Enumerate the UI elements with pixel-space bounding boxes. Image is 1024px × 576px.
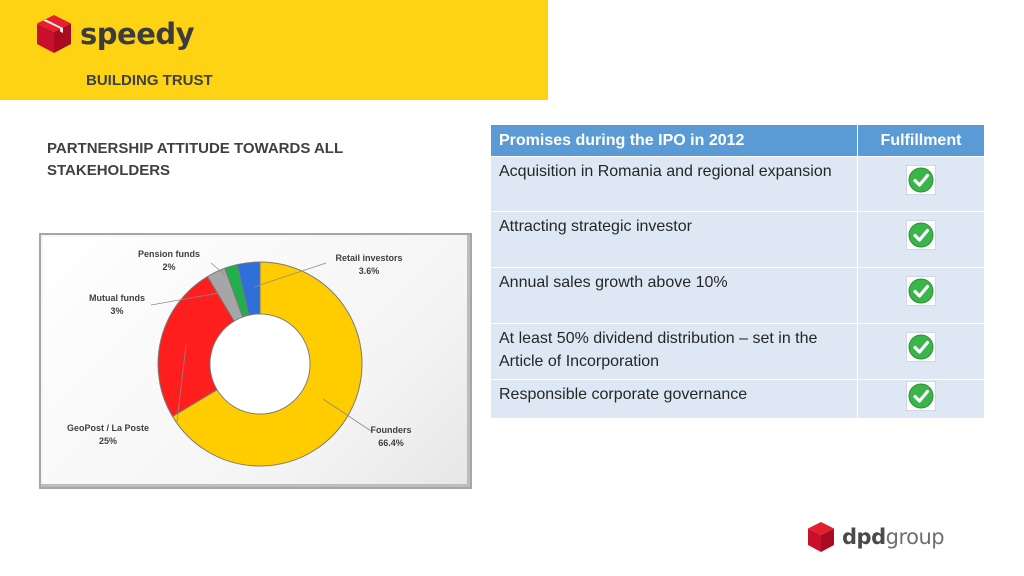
promise-cell: At least 50% dividend distribution – set… [490,323,858,380]
leader-line [210,262,226,276]
column-header-promises: Promises during the IPO in 2012 [490,124,858,157]
table-header-row: Promises during the IPO in 2012 Fulfillm… [490,124,985,157]
chart-frame: Founders 66.4% GeoPost / La Poste 25% Mutual… [39,233,472,489]
donut-hole [210,314,310,414]
slice-value-label: 3.6% [359,266,380,276]
fulfillment-cell [857,156,985,212]
leader-line [150,292,220,306]
ownership-donut-chart: Founders 66.4% GeoPost / La Poste 25% Mutual… [67,249,412,467]
table-row: Responsible corporate governance [490,379,985,419]
promise-cell: Annual sales growth above 10% [490,267,858,324]
green-check-icon [906,332,936,362]
fulfillment-cell [857,267,985,324]
slice-label: Mutual funds [89,293,145,303]
promises-table: Promises during the IPO in 2012 Fulfillm… [490,124,985,419]
donut-slice-retail-investors [236,261,261,316]
section-title: PARTNERSHIP ATTITUDE TOWARDS ALL STAKEHO… [47,140,343,179]
brand-name: speedy [80,17,195,51]
green-check-icon [906,220,936,250]
slice-label: GeoPost / La Poste [67,423,149,433]
slice-value-label: 25% [99,436,117,446]
green-check-icon [906,165,936,195]
slice-label: Founders [370,425,411,435]
header-subtitle: BUILDING TRUST [86,72,213,89]
green-check-icon [906,381,936,411]
promise-cell: Attracting strategic investor [490,211,858,268]
table-row: Annual sales growth above 10% [490,267,985,324]
speedy-logo: speedy [36,14,195,54]
leader-line [322,398,372,432]
dpd-wordmark-part: dpd [842,525,886,549]
slice-value-label: 66.4% [378,438,404,448]
leader-line [176,344,187,423]
slice-label: Pension funds [138,249,200,259]
leader-line [253,262,327,288]
fulfillment-cell [857,323,985,380]
green-check-icon [906,276,936,306]
table-row: Acquisition in Romania and regional expa… [490,156,985,212]
slice-value-label: 3% [110,306,123,316]
promise-cell: Acquisition in Romania and regional expa… [490,156,858,212]
table-row: At least 50% dividend distribution – set… [490,323,985,380]
fulfillment-cell [857,211,985,268]
slice-value-label: 2% [162,262,175,272]
dpd-cube-icon [808,522,834,552]
dpdgroup-wordmark: dpdgroup [842,525,945,549]
column-header-fulfillment: Fulfillment [857,124,985,157]
header-band: speedy BUILDING TRUST [0,0,548,100]
table-row: Attracting strategic investor [490,211,985,268]
fulfillment-cell [857,379,985,419]
parcel-cube-icon [37,15,71,53]
donut-slice-geopost-la-poste [157,275,235,418]
promise-cell: Responsible corporate governance [490,379,858,419]
donut-slice-founders [171,261,363,467]
slice-label: Retail investors [335,253,402,263]
group-wordmark-part: group [885,525,945,549]
dpdgroup-logo: dpdgroup [807,521,945,553]
